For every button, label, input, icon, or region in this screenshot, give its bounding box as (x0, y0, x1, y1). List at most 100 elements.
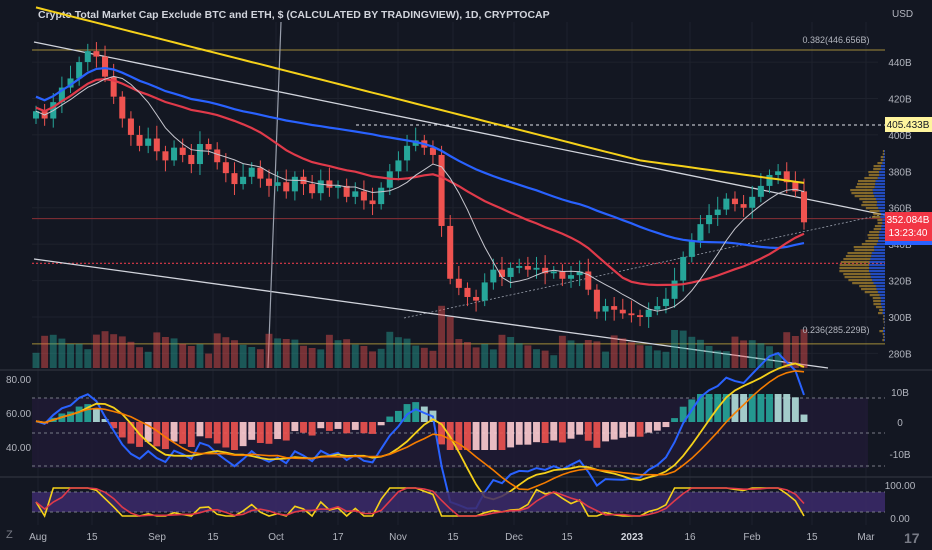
osc2-band (32, 492, 885, 512)
profile-bar (855, 195, 875, 197)
candle-body (680, 257, 686, 281)
y-tick-label: 420B (888, 94, 912, 105)
volume-bar (335, 340, 342, 368)
volume-bar (188, 346, 195, 368)
volume-bar (723, 351, 730, 368)
candle-body (223, 162, 229, 173)
profile-bar-value-area (879, 231, 885, 233)
profile-bar-value-area (871, 255, 885, 257)
profile-bar-value-area (875, 183, 885, 185)
osc1-histogram-bar (602, 422, 609, 441)
x-tick-label: 15 (447, 532, 459, 543)
profile-bar (839, 270, 869, 272)
osc1-histogram-bar (153, 422, 160, 446)
osc1-histogram-bar (507, 422, 514, 447)
profile-bar-value-area (870, 273, 885, 275)
profile-bar (876, 306, 882, 308)
volume-bar (162, 337, 169, 368)
candle-body (464, 288, 470, 297)
profile-bar (868, 237, 879, 239)
profile-bar (883, 333, 885, 335)
profile-bar (863, 201, 878, 203)
candle-body (559, 271, 565, 278)
profile-bar-value-area (879, 174, 885, 176)
osc1-histogram-bar (524, 422, 531, 445)
profile-bar-value-area (881, 303, 885, 305)
profile-bar-value-area (880, 210, 885, 212)
volume-bar (740, 340, 747, 368)
osc1-histogram-bar (257, 422, 264, 443)
profile-bar-value-area (881, 228, 885, 230)
candle-body (266, 179, 272, 186)
chart-canvas[interactable]: Aug 15 Sep 15 Oct 17 Nov 15 Dec 15 2023 16 Feb 15 Mar4… (0, 0, 932, 550)
profile-bar-value-area (884, 315, 885, 317)
profile-bar (878, 222, 883, 224)
osc1-histogram-bar (619, 422, 626, 438)
profile-bar (882, 339, 884, 341)
osc1-histogram-bar (360, 422, 367, 433)
candle-body (309, 184, 315, 193)
profile-bar (879, 330, 883, 332)
osc1-histogram-bar (214, 422, 221, 443)
candle-body (775, 171, 781, 175)
volume-bar (360, 346, 367, 368)
profile-bar-value-area (884, 339, 885, 341)
volume-bar (576, 343, 583, 368)
profile-bar (874, 228, 881, 230)
osc1-histogram-bar (291, 422, 298, 431)
fib-236-label: 0.236(285.229B) (802, 325, 869, 335)
profile-bar-value-area (871, 276, 885, 278)
candle-body (672, 281, 678, 299)
osc1-histogram-bar (757, 394, 764, 422)
profile-bar-value-area (870, 261, 885, 263)
osc1-histogram-bar (76, 407, 83, 422)
osc1-histogram-bar (499, 422, 506, 450)
profile-bar (868, 234, 879, 236)
profile-bar (858, 180, 876, 182)
osc1-histogram-bar (542, 422, 549, 443)
volume-bar (628, 342, 635, 368)
volume-bar (499, 335, 506, 368)
candle-body (749, 197, 755, 208)
last-price-label: 352.084B (887, 215, 930, 226)
candle-body (162, 151, 168, 160)
candle-body (214, 149, 220, 162)
candle-body (715, 210, 721, 215)
osc1-histogram-bar (766, 394, 773, 422)
profile-bar-value-area (884, 156, 885, 158)
profile-bar (861, 204, 876, 206)
axes: Aug 15 Sep 15 Oct 17 Nov 15 Dec 15 2023 16 Feb 15 Mar 4… (6, 58, 916, 543)
profile-bar-value-area (882, 162, 885, 164)
profile-bar (873, 303, 881, 305)
osc1-histogram-bar (645, 422, 652, 433)
candle-body (318, 180, 324, 193)
volume-bar (93, 335, 100, 368)
profile-bar-value-area (872, 252, 885, 254)
candle-body (758, 186, 764, 197)
profile-bar-value-area (883, 309, 885, 311)
osc1-histogram-bar (231, 422, 238, 450)
profile-bar-value-area (878, 240, 885, 242)
volume-bar (507, 337, 514, 368)
profile-bar-value-area (883, 312, 885, 314)
profile-bar-value-area (869, 270, 885, 272)
volume-bar (248, 347, 255, 368)
volume-bar (67, 344, 74, 368)
osc1-histogram-bar (171, 422, 178, 442)
x-tick-label: 17 (332, 532, 344, 543)
candle-body (119, 97, 125, 119)
osc1-histogram-bar (671, 418, 678, 422)
candle-body (456, 279, 462, 288)
candle-body (568, 275, 574, 279)
osc1-histogram-bar (559, 422, 566, 442)
profile-bar-value-area (881, 213, 885, 215)
x-tick-label: 15 (561, 532, 573, 543)
profile-bar-value-area (876, 180, 885, 182)
profile-bar (874, 165, 881, 167)
volume-bar (84, 349, 91, 368)
candle-body (137, 135, 143, 146)
profile-bar (864, 177, 877, 179)
profile-bar (850, 189, 873, 191)
y-tick-label: 280B (888, 349, 912, 360)
volume-bar (300, 346, 307, 368)
